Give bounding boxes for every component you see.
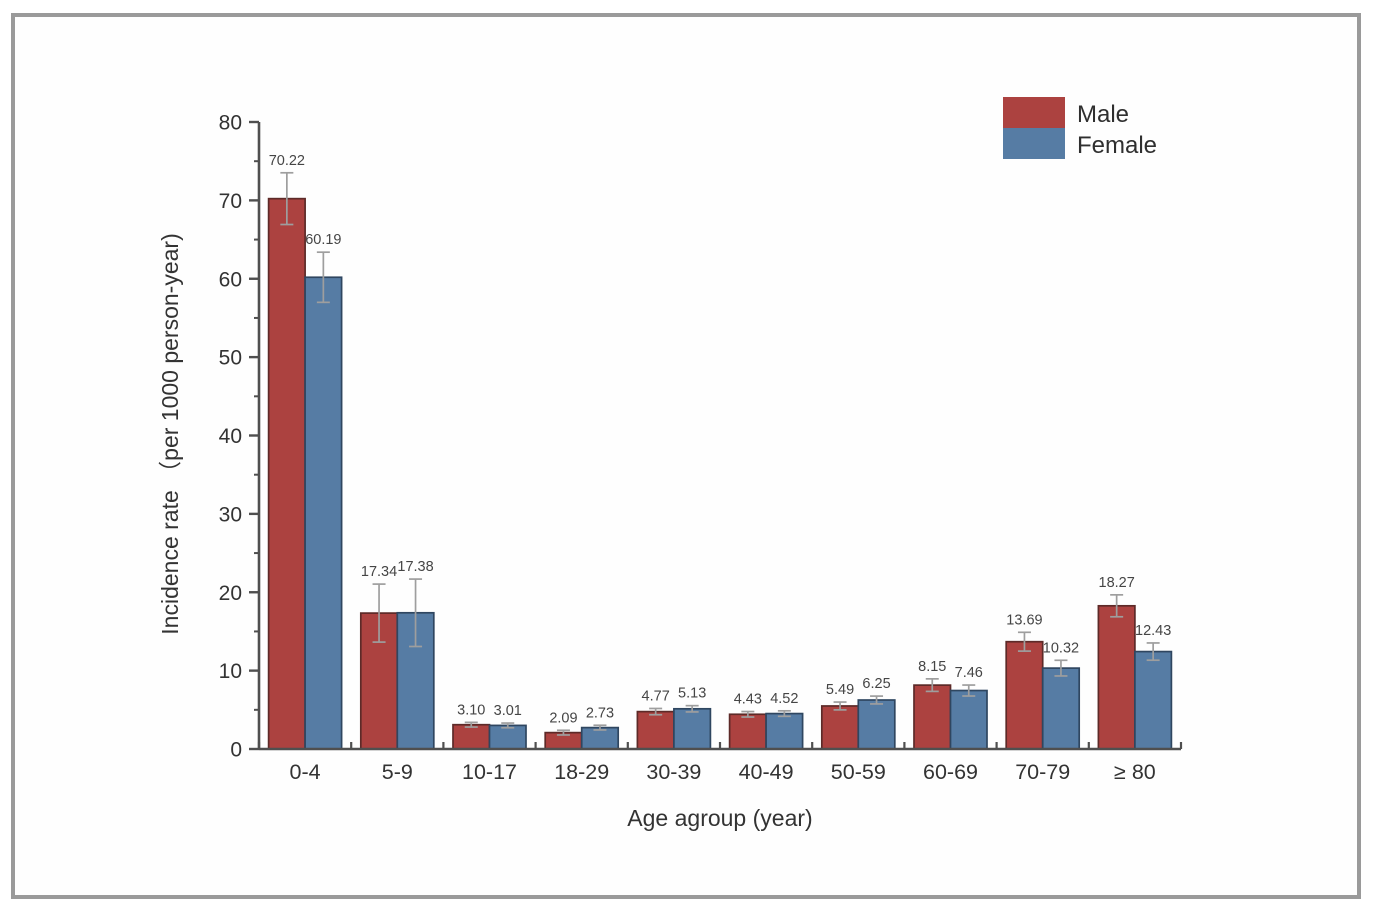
value-label: 2.09: [549, 710, 577, 726]
y-tick-label: 30: [219, 503, 242, 526]
bar-female-10-17: [488, 724, 527, 750]
bar-female-60-69: [949, 689, 988, 750]
bar-female-70-79: [1041, 667, 1081, 750]
y-tick-label: 0: [230, 739, 242, 762]
bar-male-0-4: [267, 197, 306, 750]
value-label: 2.73: [586, 705, 614, 721]
x-tick-label: 70-79: [1015, 760, 1070, 784]
y-tick-label: 40: [219, 425, 242, 448]
bar-male-60-69: [913, 684, 952, 750]
legend-swatch-male: [1003, 97, 1065, 128]
bar-female-40-49: [765, 712, 804, 750]
incidence-rate-chart: 0 10 20 30 40 50 60 70 80 70.22 17.34 3.10 2.09 4.77 4…: [157, 97, 1183, 831]
bar-male-70-79: [1005, 640, 1044, 750]
value-label: 5.49: [826, 682, 854, 698]
x-axis-title: Age agroup (year): [627, 805, 812, 831]
x-tick-label: 30-39: [646, 760, 701, 784]
plot-area: 0 10 20 30 40 50 60 70 80 70.22 17.34 3.10 2.09 4.77 4…: [219, 112, 1183, 784]
value-label: 4.52: [770, 691, 798, 707]
bar-male-30-39: [636, 710, 675, 750]
value-label: 4.77: [642, 688, 670, 704]
figure-frame: 0 10 20 30 40 50 60 70 80 70.22 17.34 3.10 2.09 4.77 4…: [11, 13, 1361, 899]
y-tick-label: 20: [219, 582, 242, 605]
x-tick-label: 18-29: [554, 760, 609, 784]
bar-female-50-59: [857, 699, 896, 750]
x-tick-label: ≥ 80: [1114, 760, 1156, 784]
value-label: 10.32: [1043, 640, 1079, 656]
x-tick-label: 10-17: [462, 760, 517, 784]
x-tick-label: 60-69: [923, 760, 978, 784]
x-tick-label: 0-4: [290, 760, 321, 784]
bar-female-≥ 80: [1134, 650, 1173, 750]
value-label: 3.01: [494, 703, 522, 719]
bar-male-10-17: [452, 723, 491, 750]
value-label: 8.15: [918, 659, 946, 675]
value-label: 17.34: [361, 564, 397, 580]
y-tick-label: 50: [219, 347, 242, 370]
legend: Male Female: [1003, 97, 1157, 159]
value-label: 17.38: [397, 559, 433, 575]
value-label: 12.43: [1135, 623, 1171, 639]
y-tick-label: 70: [219, 190, 242, 213]
value-label: 5.13: [678, 686, 706, 702]
y-tick-label: 80: [219, 112, 242, 135]
value-label: 6.25: [862, 676, 890, 692]
x-tick-label: 50-59: [831, 760, 886, 784]
y-tick-label: 10: [219, 660, 242, 683]
bar-male-≥ 80: [1097, 604, 1136, 750]
value-label: 13.69: [1006, 612, 1042, 628]
value-label: 4.43: [734, 692, 762, 708]
legend-swatch-female: [1003, 128, 1065, 159]
value-label: 70.22: [269, 153, 305, 169]
bar-female-30-39: [673, 707, 712, 750]
bar-male-50-59: [820, 705, 860, 750]
legend-label-male: Male: [1077, 101, 1129, 128]
legend-label-female: Female: [1077, 132, 1157, 159]
x-tick-label: 5-9: [382, 760, 413, 784]
y-tick-label: 60: [219, 268, 242, 291]
x-tick-label: 40-49: [739, 760, 794, 784]
bar-female-0-4: [304, 276, 343, 750]
value-label: 60.19: [305, 232, 341, 248]
y-axis-title: Incidence rate （per 1000 person-year): [157, 233, 183, 634]
value-label: 7.46: [955, 665, 983, 681]
bar-female-18-29: [580, 726, 620, 750]
value-label: 18.27: [1099, 575, 1135, 591]
bar-male-40-49: [728, 713, 767, 750]
value-label: 3.10: [457, 702, 485, 718]
